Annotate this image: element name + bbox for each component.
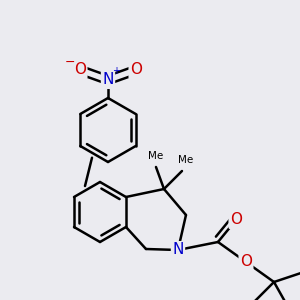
Text: O: O (130, 62, 142, 77)
Text: Me: Me (178, 155, 194, 165)
Text: N: N (102, 73, 114, 88)
Text: O: O (230, 212, 242, 227)
Text: Me: Me (148, 151, 164, 161)
Text: −: − (65, 56, 75, 68)
Text: +: + (112, 66, 120, 76)
Text: O: O (74, 62, 86, 77)
Text: N: N (172, 242, 184, 257)
Text: O: O (240, 254, 252, 269)
